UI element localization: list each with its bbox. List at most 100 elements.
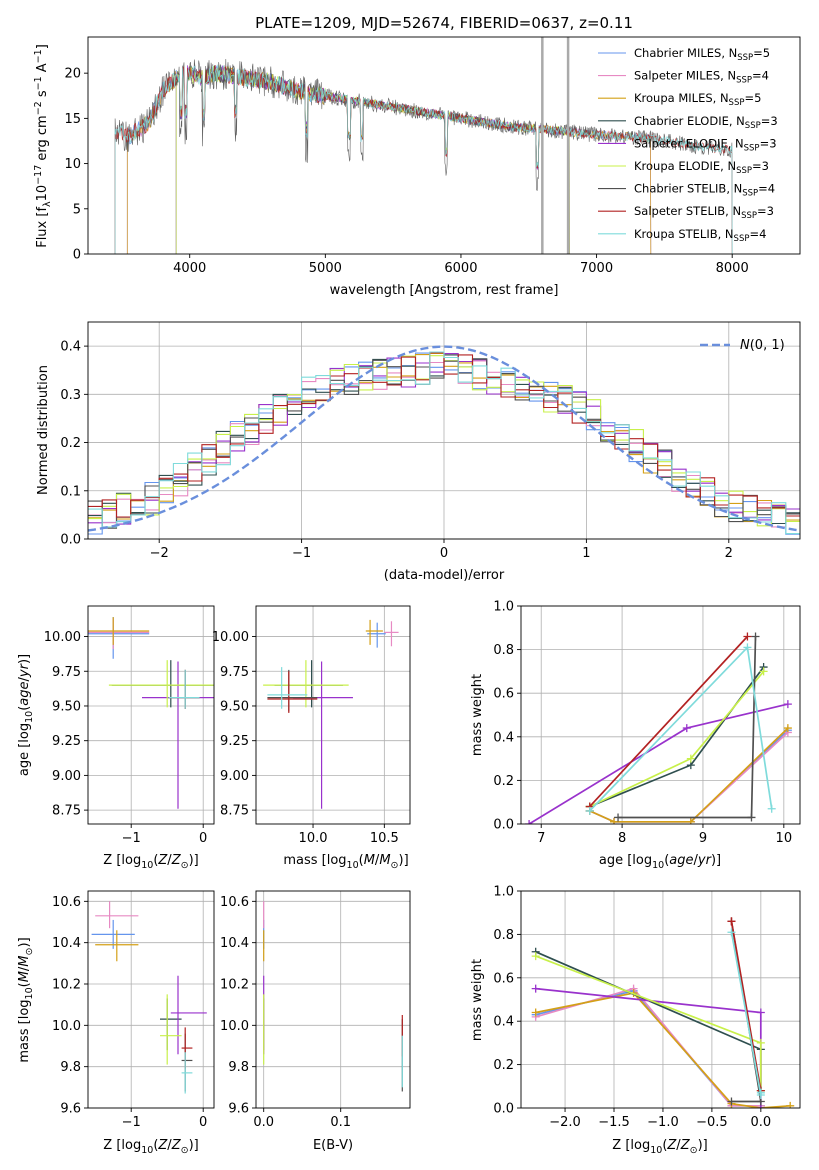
x-tick-label: 6000 [444,261,477,276]
y-tick-label: 10.0 [52,1019,81,1034]
y-tick-label: 10 [64,157,81,172]
x-tick-label: 10.0 [299,831,328,846]
weight-line [730,921,762,1091]
x-tick-label: 9 [699,831,707,846]
y-tick-label: 9.50 [52,699,81,714]
y-tick-label: 9.50 [220,699,249,714]
weight-marker [682,724,691,733]
plot-area [88,345,800,535]
axes-spectrum: 4000 5000 6000 7000 8000 0 5 10 15 20 [64,36,801,276]
weight-marker [585,806,594,815]
plot-area [91,901,207,1094]
series-line [114,58,733,254]
series-line [126,66,652,254]
y-tick-label: 0.4 [493,730,514,745]
legend-label: Salpeter STELIB, NSSP=3 [634,204,774,221]
weight-line [589,729,789,823]
weight-marker [531,984,540,993]
weight-marker [727,928,736,937]
weight-marker [727,1097,736,1106]
series-line [114,64,733,254]
x-axis-label: Z [log10(Z/Z⊙)] [103,853,198,871]
y-tick-label: 0.2 [493,1058,514,1073]
weight-marker [783,700,792,709]
y-tick-label: 9.8 [228,1060,249,1075]
y-tick-label: 0.8 [493,928,514,943]
x-tick-label: 1 [582,546,590,561]
y-tick-label: 0.6 [493,971,514,986]
y-tick-label: 10.0 [220,1019,249,1034]
x-axis-label: E(B-V) [313,1138,353,1153]
y-tick-label: 0.3 [60,388,81,403]
x-tick-label: 0 [199,1115,207,1130]
y-tick-label: 0 [73,248,81,263]
x-axis-label: wavelength [Angstrom, rest frame] [330,283,559,298]
axes-frame [520,890,801,1109]
x-axis-label: Z [log10(Z/Z⊙)] [612,1138,707,1156]
y-tick-label: 9.00 [52,769,81,784]
normal-curve [88,345,800,532]
weight-line [589,670,765,808]
weight-marker [531,1008,540,1017]
axes-frame [87,890,215,1109]
axes-residuals: −2 −1 0 1 2 0.0 0.1 0.2 0.3 0.4 [60,321,801,561]
chart-title: PLATE=1209, MJD=52674, FIBERID=0637, z=0… [255,14,633,32]
y-tick-label: 15 [64,112,81,127]
x-tick-label: −1 [292,546,311,561]
y-axis-label: mass weight [470,674,485,756]
weight-line [730,932,762,1096]
y-tick-label: 1.0 [493,885,514,900]
axes-frame [87,36,801,255]
weight-marker [759,667,768,676]
plot-area [263,901,403,1092]
weight-marker [686,817,695,824]
x-axis-label: mass [log10(M/M⊙)] [283,853,408,871]
y-tick-label: 10.00 [212,630,249,645]
weight-marker [525,820,534,824]
weight-marker [614,813,623,822]
legend-label: Chabrier STELIB, NSSP=4 [634,182,775,199]
y-tick-label: 9.25 [220,734,249,749]
y-tick-label: 0.8 [493,643,514,658]
y-tick-label: 8.75 [220,804,249,819]
legend-label: Kroupa ELODIE, NSSP=3 [634,159,769,176]
weight-marker [747,813,756,822]
legend-label: Kroupa MILES, NSSP=5 [634,91,761,108]
plot-area [525,632,792,824]
y-tick-label: 0.2 [60,436,81,451]
weight-marker [767,804,776,813]
x-tick-label: −1.5 [598,1115,630,1130]
weight-marker [743,643,752,652]
x-tick-label: 0 [199,831,207,846]
y-tick-label: 0.0 [493,818,514,833]
axes-frame [87,605,215,825]
y-tick-label: 0.2 [493,774,514,789]
x-axis-label: Z [log10(Z/Z⊙)] [103,1138,198,1156]
y-tick-label: 10.4 [220,936,249,951]
y-tick-label: 0.0 [60,533,81,548]
legend-label: Chabrier MILES, NSSP=5 [634,46,770,63]
x-tick-label: −0.5 [696,1115,728,1130]
y-axis-label: Flux [fλ10−17 erg cm−2 s−1 A−1] [33,44,53,248]
x-tick-label: 8 [618,831,626,846]
weight-line [589,727,789,823]
axes-age-vs-Z: −1 0 8.75 9.00 9.25 9.50 9.75 10.00 [44,605,215,846]
weight-marker [531,952,540,961]
x-tick-label: 7 [537,831,545,846]
weight-line [589,731,789,823]
plot-area [88,617,214,809]
x-tick-label: 0.0 [253,1115,274,1130]
x-tick-label: 10 [776,831,793,846]
x-tick-label: 7000 [580,261,613,276]
weight-marker [751,632,760,641]
y-tick-label: 9.75 [52,665,81,680]
plot-area [114,37,733,254]
weight-line [535,955,762,1091]
series-line [175,65,570,254]
weight-marker [727,917,736,926]
y-tick-label: 0.4 [493,1015,514,1030]
weight-marker [756,1038,765,1047]
y-tick-label: 0.4 [60,340,81,355]
y-tick-label: 9.8 [60,1060,81,1075]
legend: Chabrier MILES, NSSP=5 Salpeter MILES, NS… [598,46,778,244]
